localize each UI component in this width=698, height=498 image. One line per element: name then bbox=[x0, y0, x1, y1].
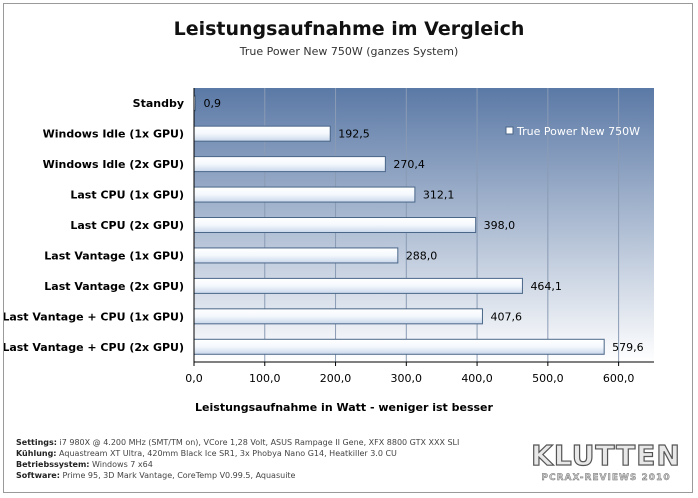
bar bbox=[193, 247, 399, 264]
data-label: 407,6 bbox=[490, 310, 522, 323]
data-label: 270,4 bbox=[393, 158, 425, 171]
logo-sub: PCRAX-REVIEWS 2010 bbox=[541, 473, 670, 483]
legend-swatch bbox=[505, 126, 514, 135]
x-tick-label: 600,0 bbox=[603, 372, 635, 385]
bar bbox=[193, 277, 523, 294]
bar bbox=[193, 338, 605, 355]
x-tick-label: 400,0 bbox=[461, 372, 493, 385]
x-tick-label: 100,0 bbox=[249, 372, 281, 385]
category-label: Last CPU (1x GPU) bbox=[70, 189, 184, 202]
category-label: Windows Idle (1x GPU) bbox=[43, 128, 184, 141]
footer-line: Betriebssystem: Windows 7 x64 bbox=[16, 460, 153, 469]
footer-line: Kühlung: Aquastream XT Ultra, 420mm Blac… bbox=[16, 449, 397, 458]
chart: Leistungsaufnahme im Vergleich True Powe… bbox=[2, 18, 681, 483]
x-tick-label: 300,0 bbox=[391, 372, 423, 385]
logo-main: KLUTTEN bbox=[531, 439, 681, 472]
bar bbox=[193, 186, 416, 203]
footer-line: Settings: i7 980X @ 4.200 MHz (SMT/TM on… bbox=[16, 438, 459, 447]
legend: True Power New 750W bbox=[505, 125, 640, 138]
bar bbox=[193, 125, 331, 142]
category-label: Last Vantage (2x GPU) bbox=[44, 280, 184, 293]
x-tick-label: 0,0 bbox=[185, 372, 203, 385]
x-tick-label: 500,0 bbox=[532, 372, 564, 385]
bar bbox=[193, 308, 483, 325]
footer-notes: Settings: i7 980X @ 4.200 MHz (SMT/TM on… bbox=[16, 438, 459, 480]
data-label: 464,1 bbox=[530, 280, 562, 293]
chart-frame: Leistungsaufnahme im Vergleich True Powe… bbox=[2, 3, 693, 493]
legend-label: True Power New 750W bbox=[516, 125, 640, 138]
data-label: 288,0 bbox=[406, 249, 438, 262]
footer-line: Software: Prime 95, 3D Mark Vantage, Cor… bbox=[16, 471, 296, 480]
logo: KLUTTEN PCRAX-REVIEWS 2010 bbox=[531, 438, 681, 483]
category-label: Standby bbox=[133, 97, 184, 110]
x-axis-title: Leistungsaufnahme in Watt - weniger ist … bbox=[195, 401, 493, 414]
data-label: 398,0 bbox=[484, 219, 515, 232]
bar bbox=[193, 217, 477, 233]
data-labels: 0,9 192,5 270,4 312,1 398,0 288,0 464,1 407,6 57… bbox=[204, 97, 644, 354]
category-label: Last Vantage + CPU (2x GPU) bbox=[4, 341, 184, 354]
data-label: 192,5 bbox=[338, 128, 370, 141]
bar bbox=[193, 156, 386, 173]
category-label: Last CPU (2x GPU) bbox=[70, 219, 184, 232]
category-label: Last Vantage + CPU (1x GPU) bbox=[4, 310, 184, 323]
x-axis-ticks: 0,0 100,0 200,0 300,0 400,0 500,0 600,0 bbox=[185, 362, 634, 385]
chart-title: Leistungsaufnahme im Vergleich bbox=[174, 18, 525, 40]
data-label: 312,1 bbox=[423, 189, 455, 202]
category-label: Windows Idle (2x GPU) bbox=[43, 158, 184, 171]
category-label: Last Vantage (1x GPU) bbox=[44, 249, 184, 262]
data-label: 579,6 bbox=[612, 341, 644, 354]
category-labels: Standby Windows Idle (1x GPU) Windows Idle… bbox=[2, 97, 184, 354]
chart-subtitle: True Power New 750W (ganzes System) bbox=[239, 45, 459, 58]
x-tick-label: 200,0 bbox=[320, 372, 352, 385]
data-label: 0,9 bbox=[204, 97, 222, 110]
